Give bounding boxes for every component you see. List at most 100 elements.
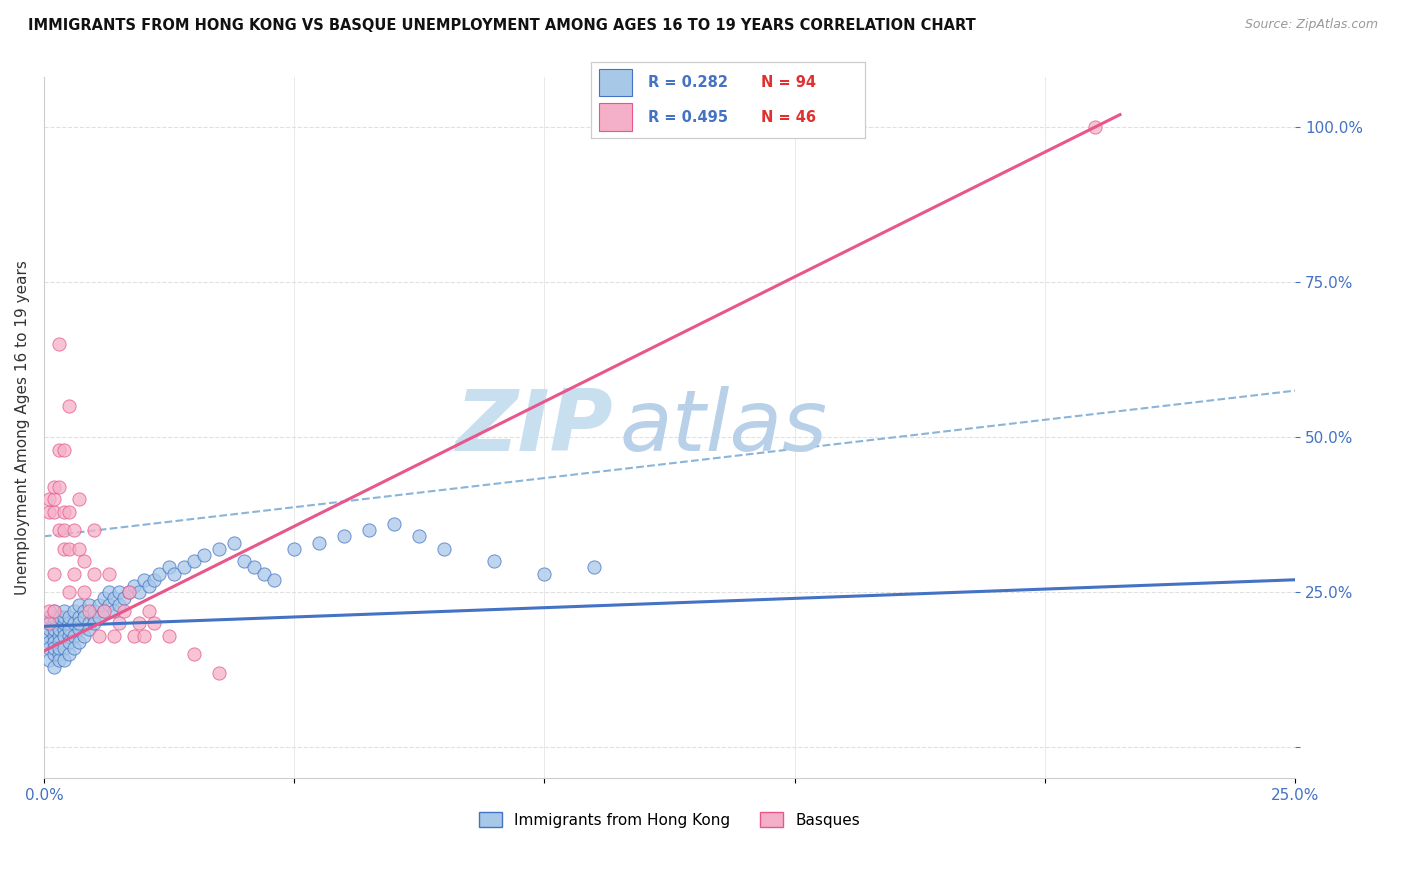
Point <box>163 566 186 581</box>
Point <box>173 560 195 574</box>
Point <box>118 585 141 599</box>
Point <box>103 604 125 618</box>
Point <box>48 634 70 648</box>
Point <box>333 529 356 543</box>
Point <box>83 566 105 581</box>
Point <box>48 653 70 667</box>
Point <box>58 634 80 648</box>
Point <box>263 573 285 587</box>
Text: N = 94: N = 94 <box>761 75 815 90</box>
Point <box>58 585 80 599</box>
Point <box>408 529 430 543</box>
Point <box>63 523 86 537</box>
Point <box>83 616 105 631</box>
Point <box>48 616 70 631</box>
Point <box>132 629 155 643</box>
Text: ZIP: ZIP <box>456 386 613 469</box>
Text: atlas: atlas <box>620 386 828 469</box>
Point <box>48 480 70 494</box>
Point <box>38 640 60 655</box>
Point <box>42 610 65 624</box>
Point <box>38 629 60 643</box>
Point <box>67 623 90 637</box>
Point <box>42 566 65 581</box>
Point <box>38 634 60 648</box>
Point <box>42 604 65 618</box>
Text: R = 0.495: R = 0.495 <box>648 110 728 125</box>
Point <box>73 604 96 618</box>
Point <box>157 560 180 574</box>
Point <box>38 604 60 618</box>
Point <box>63 616 86 631</box>
Point <box>42 640 65 655</box>
Point <box>93 604 115 618</box>
Point <box>183 554 205 568</box>
Point <box>48 523 70 537</box>
Legend: Immigrants from Hong Kong, Basques: Immigrants from Hong Kong, Basques <box>472 805 866 834</box>
Point <box>157 629 180 643</box>
Point <box>77 598 100 612</box>
Point <box>42 604 65 618</box>
Text: R = 0.282: R = 0.282 <box>648 75 728 90</box>
Point <box>42 492 65 507</box>
Point <box>253 566 276 581</box>
Point <box>38 623 60 637</box>
Point <box>128 616 150 631</box>
Point <box>58 647 80 661</box>
Point <box>112 591 135 606</box>
Point <box>42 623 65 637</box>
Point <box>38 616 60 631</box>
Point <box>42 480 65 494</box>
Point <box>533 566 555 581</box>
Point <box>138 604 160 618</box>
Point <box>83 610 105 624</box>
Point <box>83 523 105 537</box>
Point <box>233 554 256 568</box>
Point <box>52 604 75 618</box>
Point <box>48 623 70 637</box>
Point <box>73 610 96 624</box>
Point <box>83 604 105 618</box>
Point <box>128 585 150 599</box>
Point <box>93 591 115 606</box>
Point <box>112 604 135 618</box>
Point <box>118 585 141 599</box>
Text: N = 46: N = 46 <box>761 110 815 125</box>
Point <box>67 634 90 648</box>
Point <box>208 541 231 556</box>
Point <box>222 535 245 549</box>
Point <box>58 610 80 624</box>
Point <box>308 535 330 549</box>
Point <box>58 504 80 518</box>
Point <box>208 665 231 680</box>
Text: Source: ZipAtlas.com: Source: ZipAtlas.com <box>1244 18 1378 31</box>
Point <box>52 610 75 624</box>
Point <box>67 541 90 556</box>
Point <box>143 616 166 631</box>
Point <box>484 554 506 568</box>
Point <box>108 585 131 599</box>
Point <box>77 616 100 631</box>
Point <box>48 337 70 351</box>
Point <box>73 585 96 599</box>
Point <box>1084 120 1107 134</box>
Point <box>48 629 70 643</box>
Point <box>67 616 90 631</box>
Point <box>143 573 166 587</box>
Point <box>52 623 75 637</box>
Point <box>63 604 86 618</box>
Point <box>148 566 170 581</box>
Point <box>433 541 456 556</box>
Point <box>97 585 120 599</box>
Point <box>103 629 125 643</box>
Point <box>42 616 65 631</box>
Point <box>52 629 75 643</box>
Point <box>38 504 60 518</box>
Point <box>52 640 75 655</box>
Point <box>42 659 65 673</box>
Point <box>38 616 60 631</box>
Point <box>58 399 80 413</box>
Point <box>42 629 65 643</box>
Point <box>77 604 100 618</box>
Point <box>52 523 75 537</box>
